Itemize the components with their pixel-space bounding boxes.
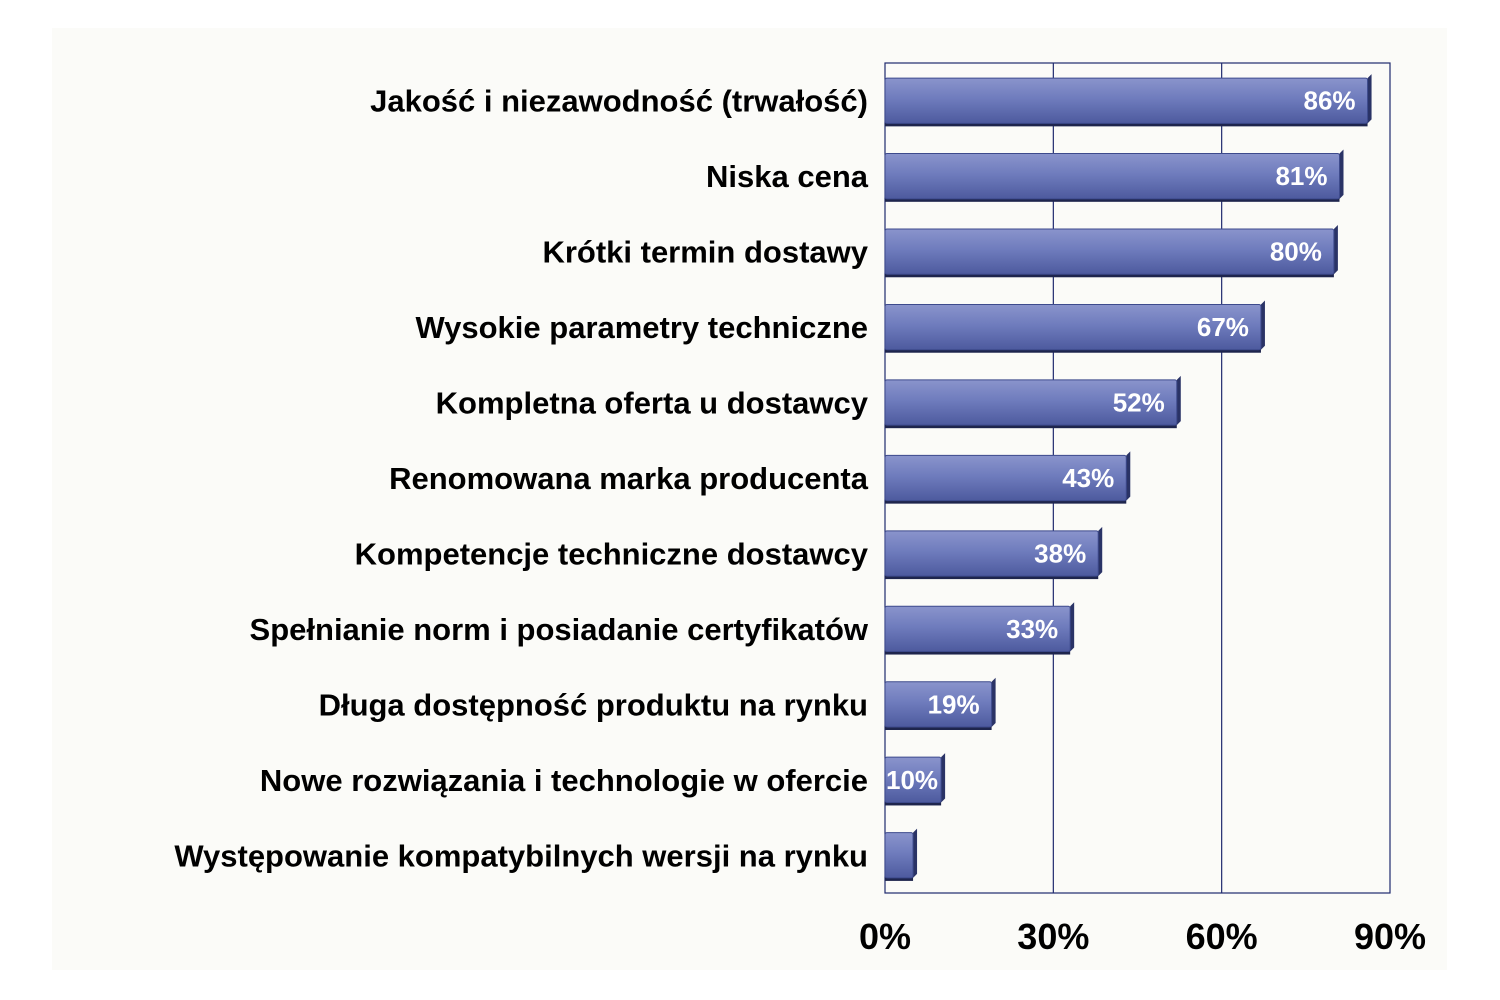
bar bbox=[884, 832, 914, 879]
category-label: Jakość i niezawodność (trwałość) bbox=[370, 84, 868, 119]
data-label: 52% bbox=[1113, 388, 1165, 418]
bar bbox=[884, 77, 1369, 124]
bar-bottom-edge bbox=[885, 726, 992, 730]
data-label: 43% bbox=[1062, 463, 1114, 493]
category-label: Kompetencje techniczne dostawcy bbox=[355, 536, 869, 571]
x-axis-ticks: 0% 30% 60% 90% bbox=[859, 916, 1426, 957]
bar bbox=[884, 228, 1335, 275]
bar-bottom-edge bbox=[885, 348, 1261, 353]
bar bbox=[884, 454, 1127, 502]
bar-bottom-edge bbox=[885, 876, 914, 881]
data-label: 80% bbox=[1270, 237, 1322, 267]
data-label: 67% bbox=[1197, 312, 1249, 342]
bar bbox=[884, 303, 1262, 351]
bars: 86% 81% 80% 67% 52% 43% 38% 33% 19% 10% bbox=[884, 74, 1372, 881]
bar-bottom-edge bbox=[885, 273, 1334, 278]
x-tick-label: 0% bbox=[859, 916, 911, 957]
bar-bottom-edge bbox=[885, 801, 942, 806]
bar bbox=[884, 530, 1099, 577]
data-label: 86% bbox=[1304, 86, 1356, 116]
x-tick-label: 90% bbox=[1354, 916, 1426, 957]
category-label: Długa dostępność produktu na rynku bbox=[319, 687, 868, 722]
x-tick-label: 30% bbox=[1017, 916, 1089, 957]
bar bbox=[884, 153, 1340, 200]
category-label: Występowanie kompatybilnych wersji na ry… bbox=[174, 838, 868, 873]
bar bbox=[884, 379, 1178, 426]
data-label: 38% bbox=[1034, 538, 1086, 568]
bar-shadow bbox=[885, 828, 918, 878]
bar bbox=[884, 681, 993, 728]
category-label: Nowe rozwiązania i technologie w ofercie bbox=[260, 763, 868, 798]
category-label: Niska cena bbox=[706, 159, 869, 194]
bar-bottom-edge bbox=[885, 122, 1368, 127]
data-label: 81% bbox=[1275, 161, 1327, 191]
bar-bottom-edge bbox=[885, 650, 1071, 655]
x-tick-label: 60% bbox=[1186, 916, 1258, 957]
data-label: 33% bbox=[1006, 614, 1058, 644]
bar-bottom-edge bbox=[885, 197, 1340, 202]
bar-bottom-edge bbox=[885, 575, 1099, 580]
data-label: 10% bbox=[886, 765, 938, 795]
bar-bottom-edge bbox=[885, 424, 1177, 429]
bar-bottom-edge bbox=[885, 499, 1127, 504]
category-label: Kompletna oferta u dostawcy bbox=[436, 386, 869, 421]
bar bbox=[884, 756, 942, 803]
category-labels: Jakość i niezawodność (trwałość) Niska ce… bbox=[174, 84, 869, 874]
category-label: Spełnianie norm i posiadanie certyfikató… bbox=[250, 612, 869, 647]
bar bbox=[884, 605, 1071, 653]
category-label: Wysokie parametry techniczne bbox=[415, 310, 868, 345]
category-label: Renomowana marka producenta bbox=[389, 461, 869, 496]
category-label: Krótki termin dostawy bbox=[542, 235, 868, 270]
data-label: 19% bbox=[928, 689, 980, 719]
